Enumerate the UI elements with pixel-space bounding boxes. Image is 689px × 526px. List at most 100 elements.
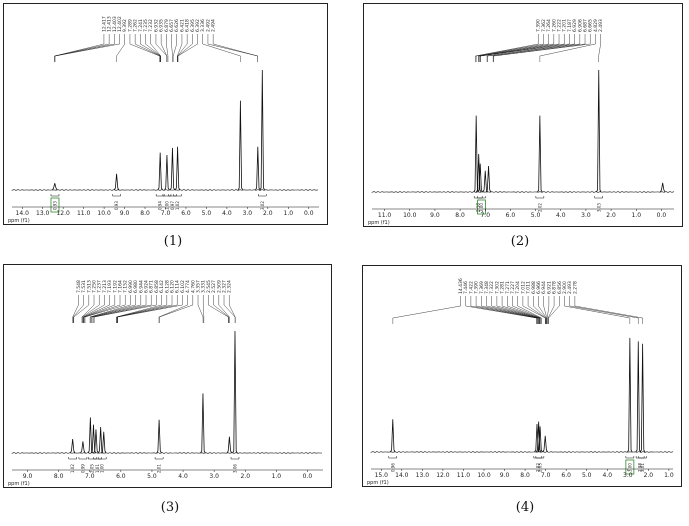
peak-label: 2.278 xyxy=(572,281,578,294)
axis-tick-label: 11.0 xyxy=(378,212,392,219)
spectrum-peak xyxy=(639,343,646,453)
peak-label: 4.829 xyxy=(593,19,599,32)
spectrum-baseline xyxy=(11,189,319,191)
integral-value: 0.99 xyxy=(80,464,85,473)
spectrum-peak xyxy=(259,69,266,191)
peak-leader-line xyxy=(491,296,540,324)
spectrum-peak xyxy=(537,115,543,193)
nmr-spectrum-2: 7.390 7.362 7.264 7.260 7.222 7.201 7.187 6.929… xyxy=(368,19,675,226)
peak-leader-line xyxy=(155,34,168,62)
integral-bracket xyxy=(258,194,267,197)
peak-label: 2.327 xyxy=(222,280,228,293)
integral-value: 3.01 xyxy=(640,463,645,472)
axis-tick-label: 11.0 xyxy=(77,210,91,217)
spectrum-peak xyxy=(157,152,163,191)
integral-bracket xyxy=(477,196,486,199)
peak-leader-line xyxy=(512,296,542,324)
peak-leader-line xyxy=(539,34,596,62)
axis-tick-label: 15.0 xyxy=(375,472,389,479)
peak-label: 6.980 xyxy=(133,280,139,293)
peak-label: 7.227 xyxy=(510,281,516,294)
peak-leader-line xyxy=(218,295,230,323)
peak-label: 2.324 xyxy=(227,280,233,293)
integral-value: 0.97 xyxy=(170,201,175,210)
axis-tick-label: 4.0 xyxy=(222,210,232,217)
integral-bracket xyxy=(625,456,635,459)
caption-4: (4) xyxy=(515,500,535,515)
peak-label: 6.120 xyxy=(170,280,176,293)
peak-label: 6.966 xyxy=(536,281,542,294)
peak-label: 2.493 xyxy=(598,19,604,32)
peak-label: 2.527 xyxy=(211,280,217,293)
peak-label: 7.548 xyxy=(76,280,82,293)
integral-bracket xyxy=(93,457,102,460)
axis-tick-label: 0.0 xyxy=(303,473,313,480)
peak-leader-line xyxy=(83,295,116,323)
peak-leader-line xyxy=(465,296,537,324)
axis-tick-label: 0.0 xyxy=(657,212,667,219)
spectrum-panel-4: 14.436 7.446 7.422 7.390 7.369 7.348 7.322 7.30… xyxy=(362,265,682,487)
peak-label: 7.187 xyxy=(567,19,573,32)
peak-leader-line xyxy=(470,296,538,324)
caption-1: (1) xyxy=(163,234,183,249)
integral-highlight-box xyxy=(477,199,486,215)
peak-label: 7.193 xyxy=(107,280,113,293)
integral-highlight-box xyxy=(625,459,635,475)
peak-leader-line xyxy=(564,296,631,324)
peak-leader-line xyxy=(202,34,241,62)
peak-label: 7.237 xyxy=(97,280,103,293)
peak-leader-line xyxy=(54,34,120,62)
peak-leader-line xyxy=(574,296,643,324)
integral-value: 3.02 xyxy=(260,201,265,210)
spectrum-peak xyxy=(101,431,107,454)
peak-label: 7.369 xyxy=(479,281,485,294)
spectrum-peak xyxy=(635,341,642,453)
spectrum-peak xyxy=(237,100,244,191)
integral-value: 2.98 xyxy=(638,463,643,472)
peak-leader-line xyxy=(486,34,575,62)
peak-leader-line xyxy=(480,34,570,62)
peak-label: 2.494 xyxy=(211,19,217,32)
peak-leader-line xyxy=(492,34,586,62)
peak-leader-line xyxy=(203,295,205,323)
integral-value: 0.93 xyxy=(114,201,119,210)
peak-leader-line xyxy=(117,295,178,323)
spectrum-baseline xyxy=(370,451,674,453)
spectrum-peak xyxy=(482,170,488,193)
axis-tick-label: 6.0 xyxy=(506,212,516,219)
peak-leader-line xyxy=(479,34,565,62)
peak-leader-line xyxy=(81,295,95,323)
peak-leader-line xyxy=(517,296,542,324)
peak-leader-line xyxy=(129,34,160,62)
peak-label: 6.657 xyxy=(169,19,175,32)
peak-label: 7.271 xyxy=(505,281,511,294)
integral-value: 3.06 xyxy=(232,464,237,473)
axis-tick-label: 2.0 xyxy=(644,472,654,479)
integral-value: 2.03 xyxy=(537,463,542,472)
peak-label: 6.418 xyxy=(185,19,191,32)
peak-leader-line xyxy=(145,34,161,62)
peak-label: 7.390 xyxy=(536,19,542,32)
peak-leader-line xyxy=(533,296,547,324)
axis-tick-label: 5.0 xyxy=(202,210,212,217)
peak-label: 6.687 xyxy=(583,19,589,32)
peak-leader-line xyxy=(527,296,546,324)
peak-label: 2.509 xyxy=(216,280,222,293)
integral-bracket xyxy=(535,196,545,199)
integral-bracket xyxy=(388,456,398,459)
spectrum-baseline xyxy=(11,452,323,454)
peak-label: 7.164 xyxy=(118,280,124,293)
peak-leader-line xyxy=(93,295,152,323)
peak-leader-line xyxy=(116,34,125,62)
axis-tick-label: 8.0 xyxy=(455,212,465,219)
peak-leader-line xyxy=(547,296,555,324)
axis-tick-label: 6.0 xyxy=(561,472,571,479)
integral-value: 0.94 xyxy=(158,201,163,210)
axis-tick-label: 4.0 xyxy=(178,473,188,480)
peak-leader-line xyxy=(547,296,550,324)
peak-label: 7.531 xyxy=(81,280,87,293)
peak-label: 6.906 xyxy=(577,19,583,32)
peak-leader-line xyxy=(475,296,538,324)
peak-label: 7.235 xyxy=(143,19,149,32)
spectrum-peak xyxy=(535,421,542,453)
